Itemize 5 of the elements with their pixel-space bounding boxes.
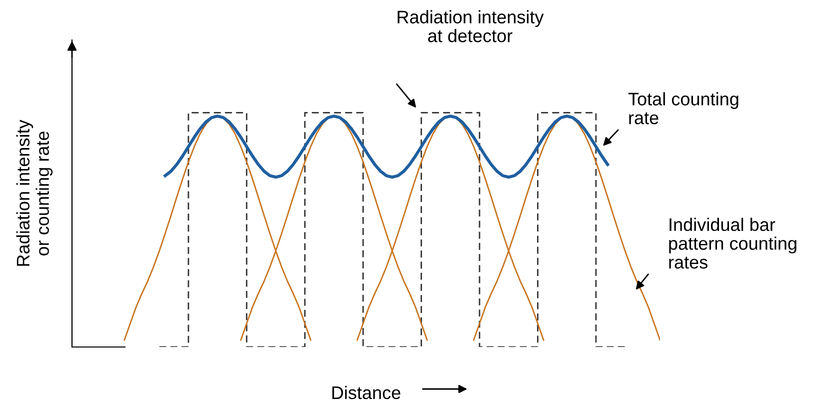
text: Radiation intensity at detector (398, 10, 544, 42)
x-axis-title: Distance (332, 386, 400, 400)
annotation: Total counting rate (628, 92, 738, 124)
y-axis-title: Radiation intensity or counting rate (16, 120, 53, 266)
text: Individual bar pattern counting rates (669, 218, 796, 269)
